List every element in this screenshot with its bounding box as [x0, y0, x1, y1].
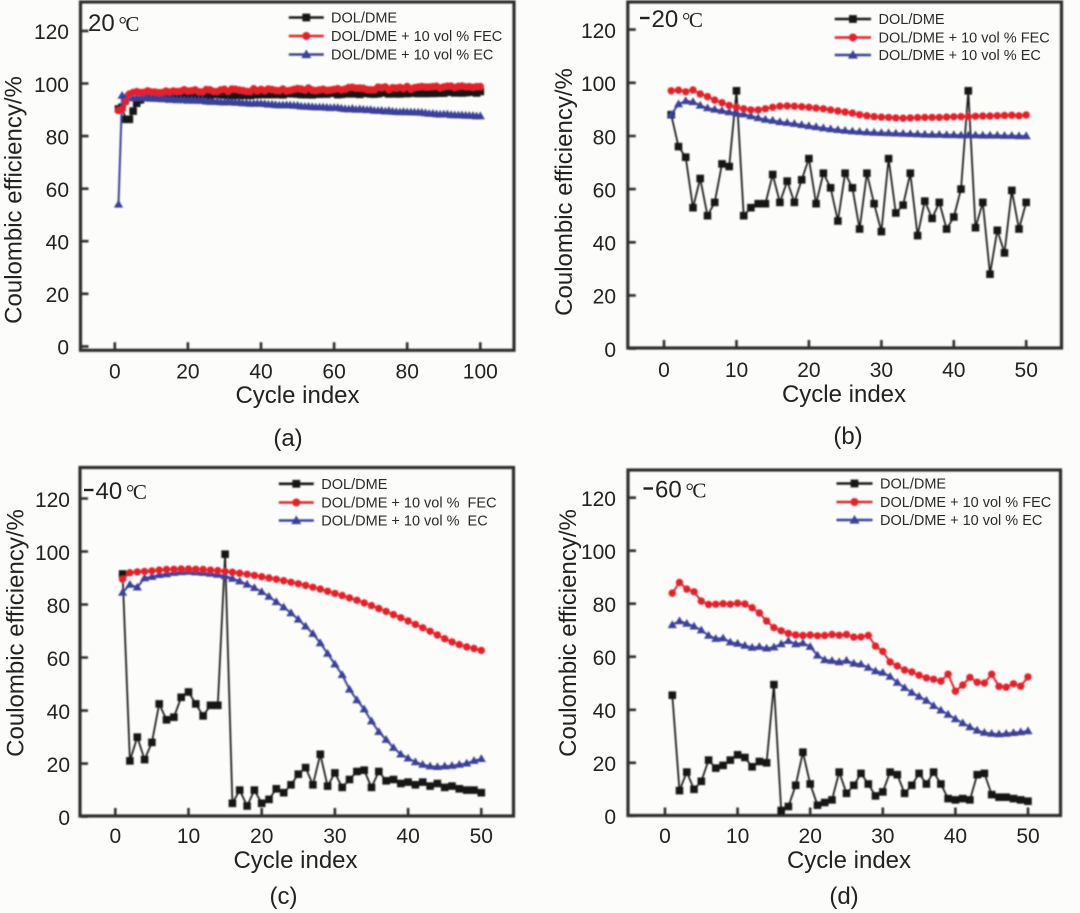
- svg-text:0: 0: [58, 807, 70, 830]
- svg-text:DOL/DME + 10 vol % EC: DOL/DME + 10 vol % EC: [331, 48, 493, 64]
- svg-text:40: 40: [942, 359, 965, 382]
- svg-text:20: 20: [799, 825, 822, 848]
- svg-text:40: 40: [396, 825, 419, 848]
- svg-text:0: 0: [658, 359, 670, 382]
- svg-text:120: 120: [34, 21, 69, 44]
- svg-text:30: 30: [323, 825, 346, 848]
- svg-text:40: 40: [593, 233, 616, 256]
- svg-text:10: 10: [177, 825, 200, 848]
- svg-text:10: 10: [725, 359, 748, 382]
- svg-text:50: 50: [1016, 825, 1039, 848]
- svg-text:DOL/DME: DOL/DME: [880, 477, 946, 493]
- svg-text:20: 20: [46, 284, 69, 307]
- svg-text:DOL/DME + 10 vol % EC: DOL/DME + 10 vol % EC: [879, 48, 1041, 64]
- svg-text:100: 100: [581, 73, 616, 96]
- svg-text:DOL/DME + 10 vol % FEC: DOL/DME + 10 vol % FEC: [880, 495, 1051, 511]
- svg-text:(a): (a): [273, 425, 302, 452]
- svg-text:Cycle index: Cycle index: [787, 847, 911, 874]
- svg-text:20: 20: [176, 361, 199, 384]
- svg-text:120: 120: [581, 488, 616, 511]
- svg-text:100: 100: [463, 361, 498, 384]
- svg-text:DOL/DME: DOL/DME: [321, 477, 387, 493]
- svg-text:80: 80: [46, 126, 69, 149]
- svg-text:40: 40: [593, 700, 616, 723]
- svg-text:60: 60: [322, 361, 345, 384]
- svg-text:DOL/DME: DOL/DME: [331, 11, 397, 27]
- svg-text:20: 20: [593, 753, 616, 776]
- svg-text:30: 30: [870, 359, 893, 382]
- svg-text:DOL/DME + 10 vol % FEC: DOL/DME + 10 vol % FEC: [331, 29, 502, 45]
- svg-text:20: 20: [593, 286, 616, 309]
- svg-text:0: 0: [57, 337, 69, 360]
- svg-text:DOL/DME + 10 vol % EC: DOL/DME + 10 vol % EC: [880, 513, 1042, 529]
- svg-text:40: 40: [249, 361, 272, 384]
- svg-text:0: 0: [109, 361, 121, 384]
- svg-text:80: 80: [47, 595, 70, 618]
- svg-text:100: 100: [34, 74, 69, 97]
- svg-text:Coulombic efficiency/%: Coulombic efficiency/%: [3, 509, 30, 757]
- svg-text:40 °C: 40 °C: [96, 478, 146, 505]
- svg-text:20: 20: [47, 754, 70, 777]
- svg-text:50: 50: [1015, 359, 1038, 382]
- svg-text:60: 60: [593, 647, 616, 670]
- svg-text:Coulombic efficiency/%: Coulombic efficiency/%: [555, 509, 582, 757]
- svg-text:60: 60: [46, 179, 69, 202]
- svg-text:30: 30: [871, 825, 894, 848]
- svg-text:60: 60: [593, 179, 616, 202]
- svg-text:120: 120: [581, 20, 616, 43]
- svg-text:100: 100: [581, 541, 616, 564]
- svg-text:120: 120: [35, 489, 70, 512]
- svg-text:Cycle index: Cycle index: [782, 381, 906, 408]
- svg-text:80: 80: [593, 126, 616, 149]
- svg-text:0: 0: [109, 825, 121, 848]
- svg-text:60 °C: 60 °C: [655, 477, 705, 504]
- svg-text:(c): (c): [270, 883, 298, 910]
- svg-text:Coulombic efficiency/%: Coulombic efficiency/%: [1, 76, 28, 324]
- svg-text:80: 80: [593, 594, 616, 617]
- svg-text:0: 0: [604, 339, 616, 362]
- svg-text:0: 0: [604, 806, 616, 829]
- svg-text:(b): (b): [833, 423, 862, 450]
- svg-text:60: 60: [47, 648, 70, 671]
- svg-text:100: 100: [35, 542, 70, 565]
- svg-text:DOL/DME + 10 vol % EC: DOL/DME + 10 vol % EC: [321, 514, 487, 530]
- svg-text:20 °C: 20 °C: [88, 10, 138, 37]
- svg-text:(d): (d): [829, 883, 858, 910]
- svg-text:80: 80: [396, 361, 419, 384]
- svg-text:40: 40: [47, 701, 70, 724]
- svg-text:DOL/DME + 10 vol % FEC: DOL/DME + 10 vol % FEC: [321, 496, 496, 512]
- svg-text:10: 10: [726, 825, 749, 848]
- svg-text:Coulombic efficiency/%: Coulombic efficiency/%: [551, 68, 578, 316]
- svg-text:DOL/DME + 10 vol % FEC: DOL/DME + 10 vol % FEC: [879, 31, 1050, 47]
- svg-text:Cycle index: Cycle index: [235, 382, 359, 409]
- svg-text:0: 0: [659, 825, 671, 848]
- svg-text:20: 20: [797, 359, 820, 382]
- svg-text:20: 20: [250, 825, 273, 848]
- svg-text:Cycle index: Cycle index: [233, 847, 357, 874]
- svg-text:50: 50: [470, 825, 493, 848]
- svg-text:20 °C: 20 °C: [652, 6, 702, 33]
- svg-text:40: 40: [944, 825, 967, 848]
- svg-text:40: 40: [46, 232, 69, 255]
- svg-text:DOL/DME: DOL/DME: [879, 12, 945, 28]
